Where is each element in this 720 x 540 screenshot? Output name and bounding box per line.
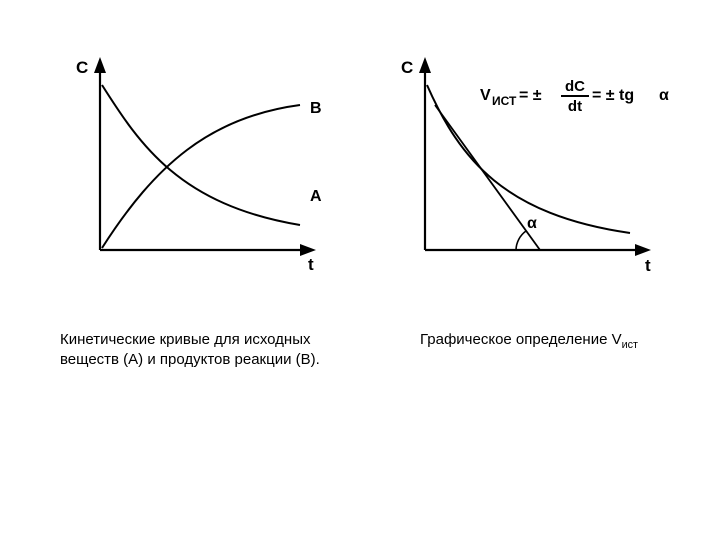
y-axis-arrow	[94, 57, 106, 73]
angle-alpha-label: α	[527, 215, 537, 232]
x-axis-label: t	[308, 255, 314, 274]
right-graph: C t α V ИСТ = ± dC dt = ± tg α	[395, 55, 685, 285]
y-axis-arrow-r	[419, 57, 431, 73]
formula-eq1: = ±	[519, 87, 542, 104]
left-caption-line2: веществ (А) и продуктов реакции (В).	[60, 351, 320, 368]
x-axis-arrow-r	[635, 244, 651, 256]
right-caption-sub: ист	[622, 339, 638, 351]
curve-a	[102, 85, 300, 225]
left-caption-line1: Кинетические кривые для исходных	[60, 331, 310, 348]
formula-alpha: α	[659, 87, 669, 104]
formula-num: dC	[565, 78, 585, 95]
angle-arc	[516, 231, 526, 250]
formula-v: V	[480, 87, 491, 104]
decay-curve	[427, 85, 630, 233]
curve-b-label: B	[310, 100, 322, 117]
formula-eq2: = ± tg	[592, 87, 634, 104]
left-panel: C t B A	[70, 55, 330, 285]
page: C t B A C t α	[0, 0, 720, 540]
left-caption: Кинетические кривые для исходных веществ…	[60, 330, 370, 371]
left-graph: C t B A	[70, 55, 330, 285]
right-panel: C t α V ИСТ = ± dC dt = ± tg α	[395, 55, 685, 285]
tangent-line	[435, 105, 540, 250]
right-caption: Графическое определение Vист	[420, 330, 710, 353]
curve-b	[102, 105, 300, 248]
curve-a-label: A	[310, 188, 322, 205]
formula: V ИСТ = ± dC dt = ± tg α	[480, 78, 669, 115]
y-axis-label: C	[76, 58, 88, 77]
y-axis-label-r: C	[401, 58, 413, 77]
formula-v-sub: ИСТ	[492, 94, 517, 108]
right-caption-lead: Графическое определение V	[420, 331, 622, 348]
x-axis-label-r: t	[645, 256, 651, 275]
formula-den: dt	[568, 98, 582, 115]
